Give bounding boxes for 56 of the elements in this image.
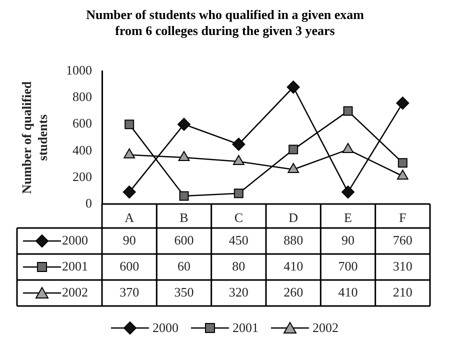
point <box>398 158 408 168</box>
legend-label: 2001 <box>62 258 88 274</box>
point <box>396 170 408 180</box>
data-label: 700 <box>338 258 358 274</box>
x-tick-label: F <box>399 210 406 226</box>
y-tick-label: 600 <box>72 116 92 131</box>
point <box>124 148 136 158</box>
y-axis-title: Number of qualified students <box>19 80 50 194</box>
point <box>122 186 136 199</box>
x-tick-label: B <box>180 210 189 226</box>
data-label: 350 <box>174 284 194 300</box>
point <box>288 144 298 154</box>
data-label: 80 <box>232 258 246 274</box>
point <box>286 80 300 94</box>
y-tick-label: 200 <box>72 168 92 184</box>
data-label: 90 <box>122 232 136 248</box>
data-label: 310 <box>392 258 412 274</box>
point <box>343 106 353 116</box>
data-label: 600 <box>120 258 140 274</box>
point <box>178 118 190 131</box>
data-label: 880 <box>284 232 304 248</box>
data-label: 450 <box>228 232 248 248</box>
point <box>342 143 354 154</box>
data-label: 410 <box>338 284 358 300</box>
point <box>232 155 244 166</box>
data-label: 60 <box>178 258 190 274</box>
data-label: 600 <box>174 232 194 248</box>
chart-title: Number of students who qualified in a given exam from 6 colleges during the given 3 years <box>86 7 364 38</box>
point <box>179 191 189 201</box>
text: 2000 <box>152 320 178 335</box>
data-label: 210 <box>392 284 412 300</box>
point <box>342 186 354 199</box>
text: 2002 <box>312 320 338 335</box>
data-label: 320 <box>228 284 248 300</box>
y-tick-label: 800 <box>72 89 92 104</box>
text: 2001 <box>232 320 258 335</box>
point <box>178 151 190 162</box>
point <box>232 138 246 151</box>
point <box>288 162 300 173</box>
data-label: 90 <box>342 232 354 248</box>
y-tick-label: 1000 <box>66 62 92 78</box>
legend-label: 2000 <box>62 232 88 248</box>
data-label: 760 <box>392 232 412 248</box>
x-tick-label: D <box>288 210 298 226</box>
point <box>396 96 410 110</box>
point <box>234 188 244 198</box>
legend-label: 2002 <box>62 284 88 300</box>
data-label: 260 <box>284 284 304 300</box>
data-label: 370 <box>120 284 140 300</box>
y-tick-label: 400 <box>72 142 92 158</box>
x-tick-label: E <box>344 210 352 226</box>
x-tick-label: A <box>124 210 135 226</box>
point <box>124 120 134 130</box>
x-tick-label: C <box>234 210 244 226</box>
y-tick-label: 0 <box>86 195 92 210</box>
data-label: 410 <box>284 258 304 274</box>
